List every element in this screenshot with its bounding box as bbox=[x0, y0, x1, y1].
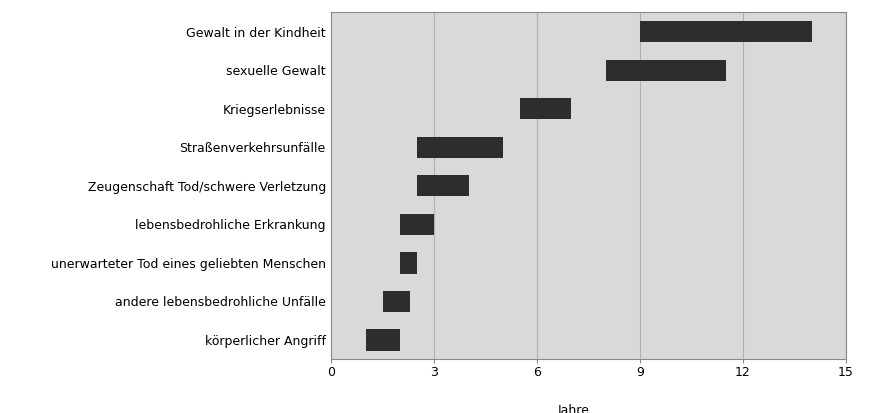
Bar bbox=[520, 98, 571, 119]
Bar bbox=[365, 330, 400, 351]
Bar bbox=[400, 252, 417, 273]
Bar bbox=[417, 175, 468, 197]
Bar bbox=[640, 21, 812, 42]
Bar bbox=[383, 291, 410, 312]
Bar bbox=[400, 214, 434, 235]
Bar bbox=[417, 137, 503, 158]
Bar bbox=[606, 59, 726, 81]
X-axis label: Jahre: Jahre bbox=[557, 404, 589, 413]
